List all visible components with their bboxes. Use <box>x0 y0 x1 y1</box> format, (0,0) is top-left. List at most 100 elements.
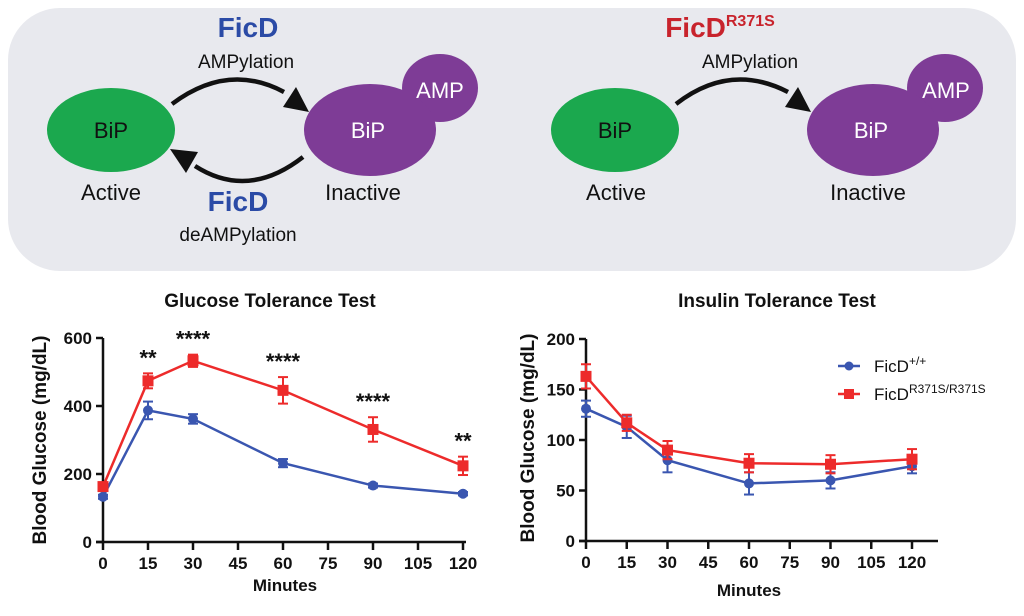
gtt-significance-marker: **** <box>356 389 391 414</box>
itt-mutant-line <box>585 375 913 466</box>
gtt-y-tick-label: 200 <box>64 465 92 484</box>
gtt-wt-point <box>368 480 378 491</box>
itt-y-tick-label: 50 <box>556 482 575 501</box>
wt-cycle: FicD AMPylation BiP AMP BiP Active Inact… <box>47 12 478 246</box>
gtt-mutant-point <box>187 355 199 367</box>
itt-x-tick-label: 60 <box>740 553 759 572</box>
legend-label: FicD+/+ <box>874 354 926 376</box>
itt-mutant-point <box>621 417 633 429</box>
legend-label: FicDR371S/R371S <box>874 382 986 404</box>
gtt-mutant-point <box>142 375 154 387</box>
itt-y-tick-label: 150 <box>547 381 575 400</box>
gtt-mutant-point <box>97 481 109 493</box>
itt-chart-title: Insulin Tolerance Test <box>678 291 876 312</box>
ampylation-arrowhead-icon <box>283 87 309 112</box>
itt-x-tick-label: 30 <box>658 553 677 572</box>
mutant-bip-active-node <box>551 88 679 172</box>
itt-legend-entry-mutant: FicDR371S/R371S <box>838 382 986 404</box>
active-state-label: Active <box>81 180 141 205</box>
gtt-wt-point <box>143 405 153 416</box>
itt-y-tick-label: 200 <box>547 330 575 349</box>
deampylation-label: deAMPylation <box>179 225 296 246</box>
mutant-enzyme-base: FicD <box>665 12 726 43</box>
itt-x-tick-label: 15 <box>617 553 636 572</box>
gtt-y-tick-label: 400 <box>64 397 92 416</box>
gtt-series-mutant <box>97 353 469 493</box>
gtt-mutant-line <box>101 359 464 488</box>
itt-mutant-point <box>906 453 918 465</box>
gtt-x-axis-label: Minutes <box>253 576 317 595</box>
gtt-x-tick-label: 15 <box>139 554 158 573</box>
ampylation-arrow <box>170 77 286 106</box>
gtt-y-tick-label: 600 <box>64 329 92 348</box>
mutant-enzyme-superscript: R371S <box>726 13 775 30</box>
amp-adduct-label: AMP <box>416 78 464 103</box>
gtt-x-tick-label: 75 <box>319 554 338 573</box>
itt-wt-point <box>581 403 591 414</box>
mutant-active-state-label: Active <box>586 180 646 205</box>
gtt-significance-marker: ** <box>139 345 157 370</box>
mutant-bip-inactive-label: BiP <box>854 118 888 143</box>
legend-label-base: FicD <box>874 357 909 376</box>
bip-active-label: BiP <box>94 118 128 143</box>
deampylation-arrow <box>193 155 305 184</box>
itt-x-tick-label: 105 <box>857 553 885 572</box>
legend-square-marker-icon <box>844 389 854 399</box>
gtt-significance-marker: **** <box>266 349 301 374</box>
deampylation-arrowhead-icon <box>170 149 198 173</box>
gtt-x-tick-label: 120 <box>449 554 477 573</box>
ampylation-diagram: FicD AMPylation BiP AMP BiP Active Inact… <box>8 8 1016 271</box>
itt-wt-point <box>662 455 673 466</box>
itt-y-tick-label: 0 <box>566 532 575 551</box>
gtt-x-tick-label: 90 <box>364 554 383 573</box>
gtt-series-wt <box>98 400 468 502</box>
itt-mutant-point <box>580 370 592 382</box>
gtt-wt-line <box>101 409 464 498</box>
itt-x-tick-label: 0 <box>581 553 590 572</box>
itt-x-tick-label: 45 <box>699 553 718 572</box>
mutant-reaction: FicDR371S AMPylation BiP AMP BiP Active … <box>551 12 983 205</box>
itt-legend-entry-wt: FicD+/+ <box>838 354 926 376</box>
gtt-significance-marker: ** <box>454 429 472 454</box>
gtt-x-tick-label: 60 <box>274 554 293 573</box>
legend-label-superscript: +/+ <box>909 354 926 368</box>
gtt-x-tick-label: 105 <box>404 554 432 573</box>
itt-wt-point <box>744 478 754 489</box>
mutant-ampylation-label: AMPylation <box>702 52 798 73</box>
gtt-wt-point <box>188 413 198 424</box>
mutant-enzyme-label: FicDR371S <box>665 12 775 43</box>
wt-enzyme-bottom-label: FicD <box>208 186 269 217</box>
bip-active-node <box>47 88 175 172</box>
diagram-panel <box>8 8 1016 271</box>
gtt-y-tick-label: 0 <box>83 533 92 552</box>
mutant-bip-inactive-node <box>807 84 939 176</box>
itt-wt-line <box>585 407 913 485</box>
gtt-wt-point <box>98 491 108 502</box>
ampylation-label: AMPylation <box>198 52 294 73</box>
itt-mutant-point <box>743 457 755 469</box>
bip-inactive-label: BiP <box>351 118 385 143</box>
mutant-bip-active-label: BiP <box>598 118 632 143</box>
gtt-significance-marker: **** <box>176 327 211 352</box>
gtt-wt-point <box>278 458 288 469</box>
itt-mutant-point <box>662 444 673 456</box>
gtt-y-axis-label: Blood Glucose (mg/dL) <box>30 336 51 545</box>
itt-mutant-point <box>825 458 836 470</box>
itt-y-axis-label: Blood Glucose (mg/dL) <box>518 334 539 543</box>
wt-enzyme-top-label: FicD <box>218 12 279 43</box>
legend-label-superscript: R371S/R371S <box>909 382 986 396</box>
gtt-wt-point <box>458 488 468 499</box>
gtt-mutant-point <box>277 384 289 396</box>
gtt-x-tick-label: 30 <box>184 554 203 573</box>
itt-x-tick-label: 90 <box>821 553 840 572</box>
gtt-chart-title: Glucose Tolerance Test <box>164 291 376 312</box>
gtt-x-tick-label: 0 <box>98 554 107 573</box>
itt-x-tick-label: 75 <box>780 553 799 572</box>
gtt-mutant-point <box>367 423 379 435</box>
legend-circle-marker-icon <box>844 361 854 371</box>
mutant-ampylation-arrowhead-icon <box>785 87 811 112</box>
itt-series-mutant <box>580 363 918 475</box>
itt-wt-point <box>825 475 836 486</box>
mutant-ampylation-arrow <box>674 77 790 106</box>
